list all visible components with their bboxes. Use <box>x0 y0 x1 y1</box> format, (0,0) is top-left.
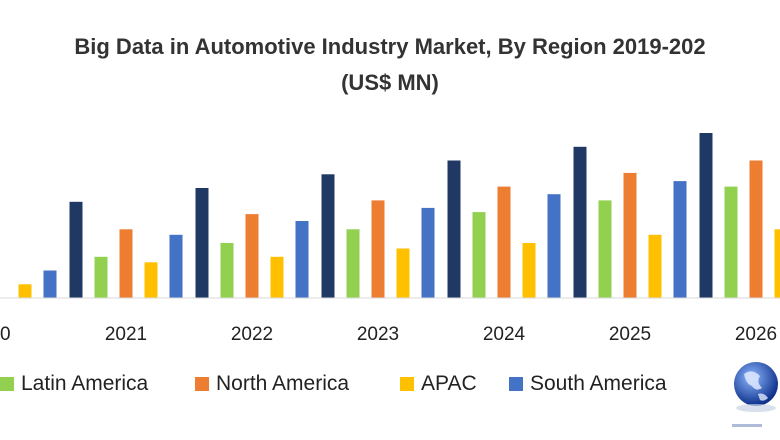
bar-apac-2023 <box>396 248 410 298</box>
bar-series-1-2026 <box>699 133 713 298</box>
globe-logo-icon <box>732 362 778 427</box>
bar-series-1-2023 <box>321 174 335 299</box>
x-tick-label: 2024 <box>483 324 526 345</box>
legend-label-south-america: South America <box>530 372 667 395</box>
bar-latin-america-2026 <box>724 186 738 298</box>
bar-series-1-2021 <box>69 201 83 299</box>
bar-south-america-2023 <box>421 207 435 298</box>
legend-item-north-america: North America <box>195 372 349 396</box>
x-tick-label: 2021 <box>105 324 147 345</box>
bar-latin-america-2022 <box>220 243 234 298</box>
chart-title-line-2: (US$ MN) <box>341 70 439 95</box>
bar-latin-america-2025 <box>598 200 612 298</box>
legend-label-latin-america: Latin America <box>21 372 149 395</box>
legend-swatch-apac <box>400 377 414 391</box>
bar-north-america-2025 <box>623 172 637 298</box>
bar-group <box>18 133 780 299</box>
legend-swatch-north-america <box>195 377 209 391</box>
bar-south-america-2024 <box>547 194 561 298</box>
legend-swatch-south-america <box>509 377 523 391</box>
bar-north-america-2024 <box>497 186 511 298</box>
x-tick-label: 2023 <box>357 324 399 345</box>
bar-south-america-2022 <box>295 221 309 298</box>
bar-north-america-2023 <box>371 200 385 298</box>
bar-south-america-2025 <box>673 181 687 298</box>
bar-latin-america-2023 <box>346 229 360 299</box>
bar-apac-2021 <box>144 262 158 299</box>
legend-label-north-america: North America <box>216 372 350 395</box>
legend-label-apac: APAC <box>421 372 477 395</box>
bar-apac-2024 <box>522 243 536 298</box>
bar-apac-2026 <box>774 229 780 299</box>
x-tick-label: 20 <box>0 324 11 345</box>
legend-swatch-latin-america <box>0 377 14 391</box>
bar-apac-2025 <box>648 234 662 298</box>
x-tick-label: 2022 <box>231 324 273 345</box>
x-axis-ticks: 20 2021 2022 2023 2024 2025 2026 <box>0 324 777 345</box>
bar-north-america-2026 <box>749 160 763 298</box>
legend-item-latin-america: Latin America <box>0 372 148 396</box>
x-tick-label: 2026 <box>735 324 777 345</box>
bar-series-1-2024 <box>447 160 461 298</box>
chart-title-line-1: Big Data in Automotive Industry Market, … <box>74 34 706 59</box>
bar-latin-america-2021 <box>94 256 108 299</box>
bar-apac-2020 <box>18 284 32 299</box>
bar-series-1-2025 <box>573 146 587 299</box>
bar-latin-america-2024 <box>472 212 486 298</box>
bar-north-america-2022 <box>245 214 259 298</box>
legend-item-south-america: South America <box>509 372 667 396</box>
bar-apac-2022 <box>270 256 284 299</box>
bar-south-america-2021 <box>169 234 183 298</box>
legend-item-apac: APAC <box>400 372 477 396</box>
bar-series-1-2022 <box>195 188 209 298</box>
bar-north-america-2021 <box>119 229 133 299</box>
bar-south-america-2020 <box>43 270 57 298</box>
x-tick-label: 2025 <box>609 324 651 345</box>
